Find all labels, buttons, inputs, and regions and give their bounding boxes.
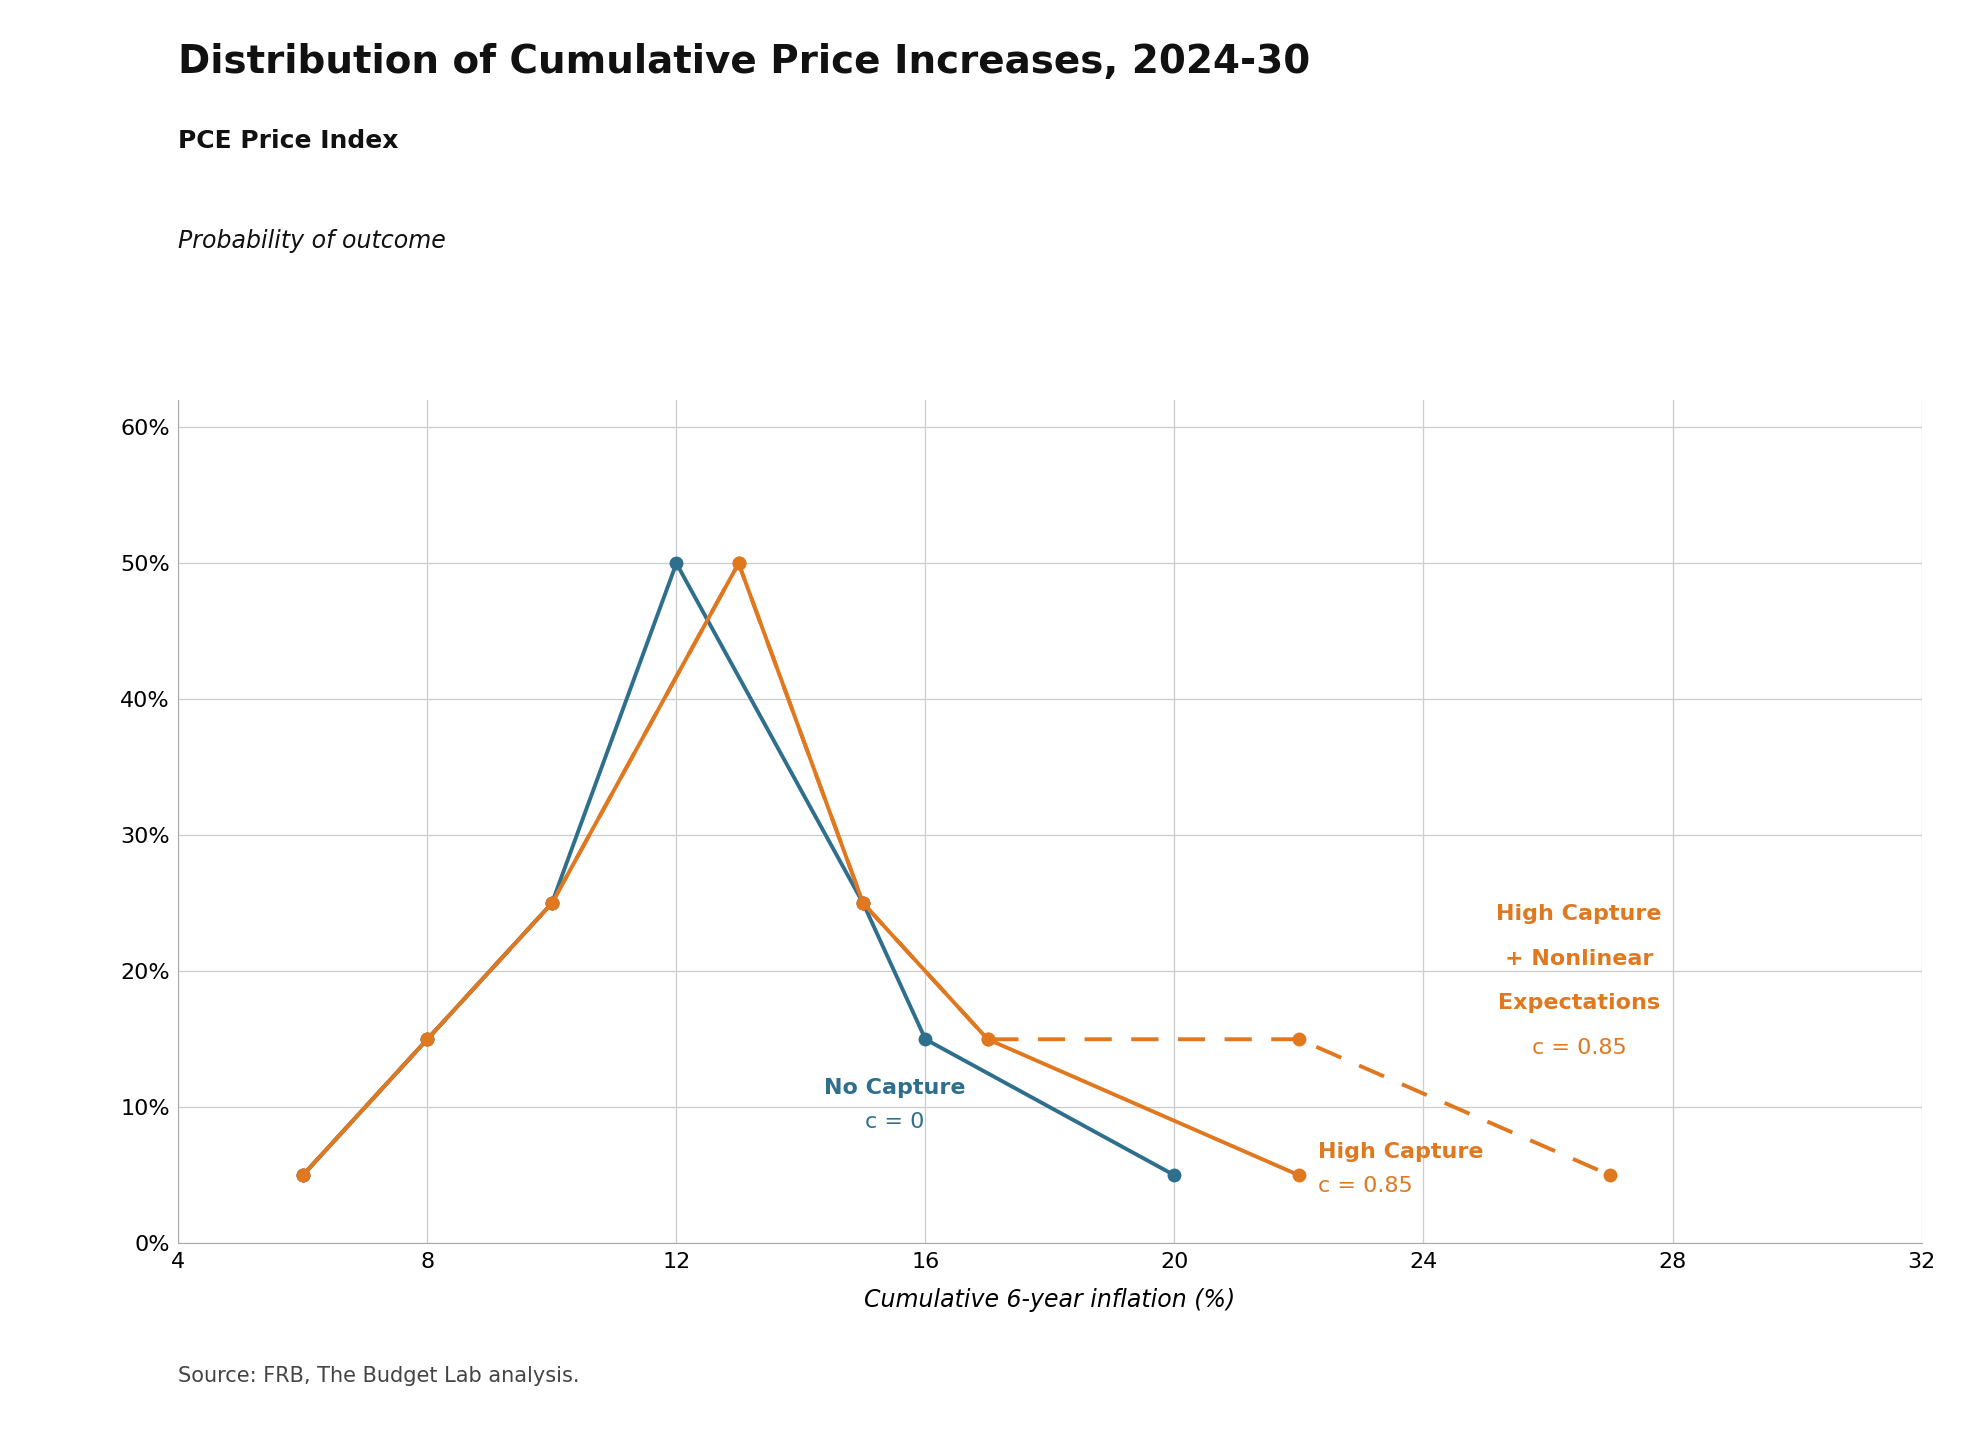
Text: PCE Price Index: PCE Price Index <box>178 129 398 153</box>
Text: c = 0.85: c = 0.85 <box>1531 1039 1626 1059</box>
Text: c = 0: c = 0 <box>863 1112 923 1132</box>
Text: High Capture: High Capture <box>1317 1142 1483 1162</box>
Text: High Capture: High Capture <box>1495 903 1661 923</box>
Text: c = 0.85: c = 0.85 <box>1317 1176 1412 1196</box>
Text: Probability of outcome: Probability of outcome <box>178 229 446 253</box>
X-axis label: Cumulative 6-year inflation (%): Cumulative 6-year inflation (%) <box>863 1288 1236 1312</box>
Text: Distribution of Cumulative Price Increases, 2024-30: Distribution of Cumulative Price Increas… <box>178 43 1311 81</box>
Text: + Nonlinear: + Nonlinear <box>1505 949 1653 969</box>
Text: No Capture: No Capture <box>824 1077 964 1097</box>
Text: Source: FRB, The Budget Lab analysis.: Source: FRB, The Budget Lab analysis. <box>178 1366 580 1386</box>
Text: Expectations: Expectations <box>1497 993 1659 1013</box>
